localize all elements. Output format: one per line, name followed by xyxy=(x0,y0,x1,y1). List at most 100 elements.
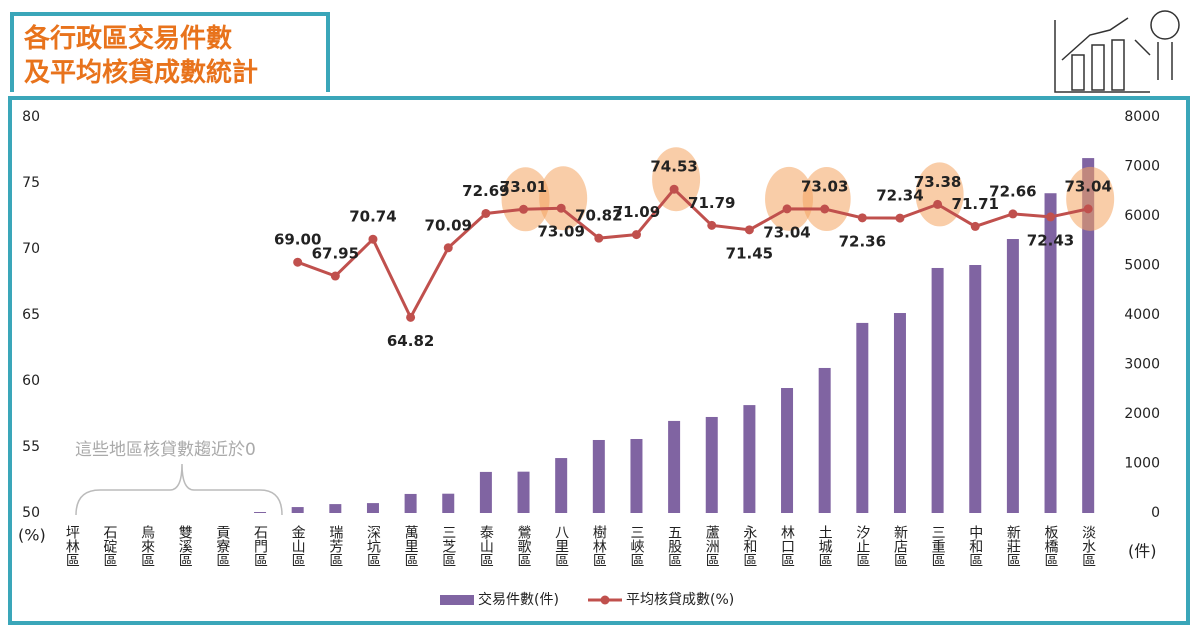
x-tick-label: 五股區 xyxy=(666,525,682,567)
bar xyxy=(668,420,681,513)
x-tick-label: 坪林區 xyxy=(64,525,80,567)
highlight xyxy=(915,162,964,227)
y2-tick-label: 8000 xyxy=(1124,109,1160,125)
x-tick-label: 永和區 xyxy=(741,525,757,567)
y-tick-label: 50 xyxy=(22,505,40,521)
value-label: 72.66 xyxy=(989,182,1036,200)
value-label: 71.45 xyxy=(726,244,773,262)
point xyxy=(443,243,453,253)
x-tick-label: 中和區 xyxy=(967,525,983,567)
point xyxy=(406,312,416,322)
y-tick-label: 70 xyxy=(22,241,40,257)
value-label: 73.04 xyxy=(763,223,810,241)
point xyxy=(330,271,340,281)
highlight xyxy=(539,166,588,231)
value-label: 71.71 xyxy=(952,195,999,213)
value-label: 70.82 xyxy=(575,207,622,225)
annotation: 這些地區核貸數趨近於0 xyxy=(75,440,256,460)
value-label: 72.43 xyxy=(1027,231,1074,249)
x-tick-label: 蘆洲區 xyxy=(704,525,720,567)
point xyxy=(1046,212,1056,222)
point xyxy=(1008,209,1018,219)
doodle-icon xyxy=(1054,10,1180,93)
legend-label: 交易件數(件) xyxy=(478,591,559,608)
y-tick-label: 75 xyxy=(22,175,40,191)
x-tick-label: 新店區 xyxy=(892,525,908,567)
point xyxy=(594,233,604,243)
bar xyxy=(856,322,869,513)
y2-axis-label: (件) xyxy=(1128,542,1157,561)
y2-tick-label: 0 xyxy=(1151,505,1160,521)
value-label: 69.00 xyxy=(274,231,321,249)
bar xyxy=(1044,193,1057,514)
x-tick-label: 八里區 xyxy=(553,525,569,567)
title-line: 及平均核貸成數統計 xyxy=(24,58,259,88)
x-tick-label: 土城區 xyxy=(817,525,833,567)
point xyxy=(293,257,303,267)
y2-tick-label: 3000 xyxy=(1124,357,1160,373)
y2-tick-label: 6000 xyxy=(1124,208,1160,224)
x-tick-label: 泰山區 xyxy=(478,525,494,567)
legend-swatch xyxy=(440,595,474,605)
bar xyxy=(517,471,530,513)
x-tick-label: 金山區 xyxy=(290,525,306,567)
value-label: 70.74 xyxy=(349,208,396,226)
point xyxy=(933,199,943,209)
x-tick-label: 板橋區 xyxy=(1043,525,1059,567)
value-label: 73.38 xyxy=(914,173,961,191)
y-tick-label: 80 xyxy=(22,109,40,125)
value-label: 73.04 xyxy=(1064,177,1111,195)
bar xyxy=(1006,239,1019,513)
title-line: 各行政區交易件數 xyxy=(24,24,233,54)
brace xyxy=(75,463,283,516)
bar xyxy=(743,405,756,513)
legend-swatch xyxy=(600,595,610,605)
value-label: 72.69 xyxy=(462,182,509,200)
x-tick-label: 林口區 xyxy=(779,525,795,567)
y2-tick-label: 2000 xyxy=(1124,406,1160,422)
value-label: 64.82 xyxy=(387,332,434,350)
x-tick-label: 三芝區 xyxy=(440,525,456,567)
bar xyxy=(555,458,568,513)
y2-tick-label: 1000 xyxy=(1124,456,1160,472)
x-tick-label: 深坑區 xyxy=(365,525,381,567)
x-tick-label: 新莊區 xyxy=(1005,525,1021,567)
bar xyxy=(291,507,304,513)
y-tick-label: 60 xyxy=(22,373,40,389)
value-label: 74.53 xyxy=(650,158,697,176)
point xyxy=(669,184,679,194)
point xyxy=(857,213,867,223)
highlight xyxy=(652,147,701,212)
x-tick-label: 貢寮區 xyxy=(214,525,230,567)
y-axis-label: (%) xyxy=(18,526,46,545)
point xyxy=(895,213,905,223)
point xyxy=(820,204,830,214)
point xyxy=(970,221,980,231)
x-tick-label: 汐止區 xyxy=(854,525,870,567)
bar xyxy=(1082,158,1095,513)
point xyxy=(1083,204,1093,214)
x-tick-label: 雙溪區 xyxy=(177,525,193,567)
point xyxy=(556,203,566,213)
value-label: 73.03 xyxy=(801,178,848,196)
value-label: 70.09 xyxy=(425,216,472,234)
point xyxy=(481,208,491,218)
legend-label: 平均核貸成數(%) xyxy=(626,592,734,608)
bar xyxy=(592,439,605,513)
bar xyxy=(969,265,982,513)
bar xyxy=(366,503,379,513)
point xyxy=(707,220,717,230)
point xyxy=(631,230,641,240)
bar xyxy=(442,493,455,513)
title-box: 各行政區交易件數 及平均核貸成數統計 xyxy=(10,12,330,92)
bar xyxy=(404,493,417,513)
bar xyxy=(329,504,342,513)
value-label: 73.01 xyxy=(500,178,547,196)
line xyxy=(297,187,1089,321)
x-tick-label: 石碇區 xyxy=(101,525,117,567)
point xyxy=(782,204,792,214)
y2-tick-label: 5000 xyxy=(1124,258,1160,274)
bar xyxy=(893,313,906,513)
